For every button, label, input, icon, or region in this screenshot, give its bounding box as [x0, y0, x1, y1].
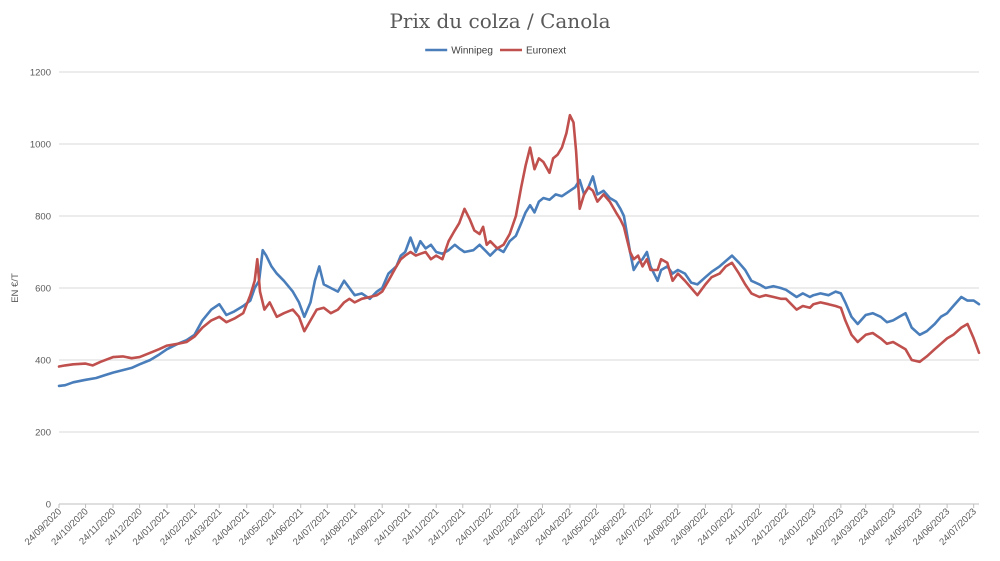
x-axis-ticks: 24/09/202024/10/202024/11/202024/12/2020… [23, 504, 979, 548]
y-axis-ticks: 0 200 400 600 800 1000 1200 [30, 68, 51, 511]
y-tick-label: 400 [35, 356, 51, 367]
y-tick-label: 1000 [30, 140, 51, 151]
y-tick-label: 600 [35, 284, 51, 295]
series-line-euronext [57, 113, 981, 368]
y-tick-label: 200 [35, 428, 51, 439]
y-tick-label: 0 [46, 500, 51, 511]
series-line-winnipeg [57, 175, 981, 388]
legend: Winnipeg Euronext [425, 46, 566, 57]
y-axis-title: EN €/T [10, 273, 21, 303]
legend-label-winnipeg: Winnipeg [451, 46, 493, 57]
y-tick-label: 800 [35, 212, 51, 223]
y-tick-label: 1200 [30, 68, 51, 79]
grid [59, 71, 979, 505]
series-group [57, 113, 981, 388]
chart-title: Prix du colza / Canola [389, 9, 610, 33]
legend-label-euronext: Euronext [526, 46, 566, 57]
